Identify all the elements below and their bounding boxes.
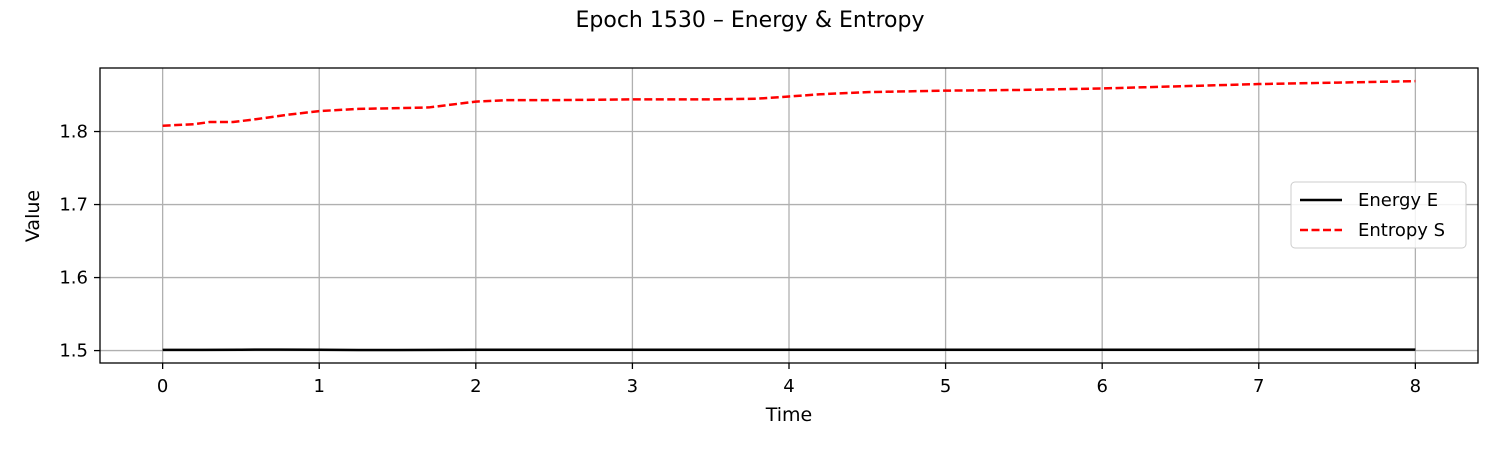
y-tick-label: 1.8 xyxy=(59,122,88,143)
x-tick-label: 7 xyxy=(1253,376,1264,397)
y-tick-label: 1.6 xyxy=(59,268,88,289)
series-lines xyxy=(162,79,1416,352)
x-tick-label: 2 xyxy=(470,376,481,397)
x-tick-label: 5 xyxy=(940,376,951,397)
legend: Energy E Entropy S xyxy=(1290,181,1467,249)
chart-title: Epoch 1530 – Energy & Entropy xyxy=(576,8,925,33)
y-tick-label: 1.5 xyxy=(59,341,88,362)
x-tick-label: 4 xyxy=(783,376,794,397)
legend-label-energy: Energy E xyxy=(1358,190,1438,211)
x-tick-label: 8 xyxy=(1410,376,1421,397)
axis-ticks: 0 1 2 3 4 5 6 7 8 1.5 1.6 1.7 1.8 xyxy=(59,122,1421,397)
legend-box xyxy=(1290,181,1467,249)
series-line-entropy-s xyxy=(162,79,1416,127)
x-tick-label: 6 xyxy=(1096,376,1107,397)
x-axis-title: Time xyxy=(765,404,813,426)
x-tick-label: 1 xyxy=(314,376,325,397)
legend-label-entropy: Entropy S xyxy=(1358,220,1445,241)
x-tick-label: 3 xyxy=(627,376,638,397)
y-axis-title: Value xyxy=(22,190,44,242)
x-tick-label: 0 xyxy=(157,376,168,397)
y-tick-label: 1.7 xyxy=(59,195,88,216)
